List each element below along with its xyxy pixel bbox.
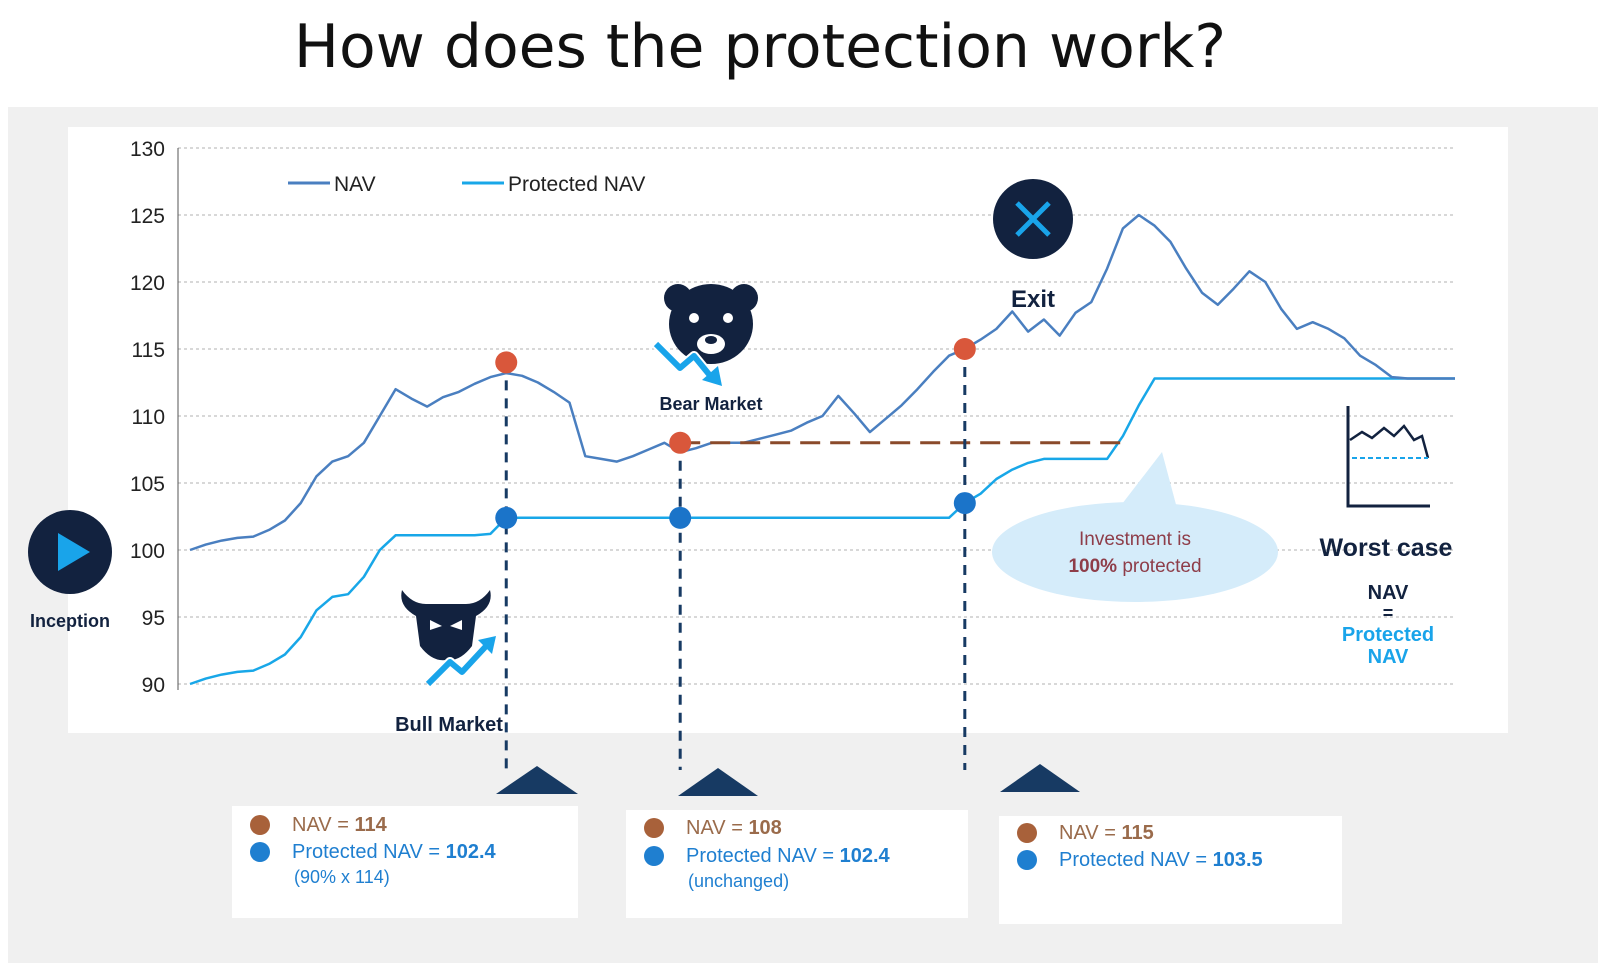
blue-dot-icon bbox=[1017, 850, 1037, 870]
info-box-2-note: (unchanged) bbox=[688, 871, 790, 891]
brown-dot-icon bbox=[1017, 823, 1037, 843]
legend: NAV Protected NAV bbox=[288, 173, 645, 196]
exit-label: Exit bbox=[1011, 286, 1055, 313]
protection-callout: Investment is 100% protected bbox=[992, 452, 1278, 602]
info-box-2-protected: Protected NAV = 102.4 bbox=[644, 845, 890, 868]
pointer-triangle-2 bbox=[678, 768, 758, 796]
info-box-3-protected: Protected NAV = 103.5 bbox=[1017, 849, 1263, 872]
y-tick-label: 130 bbox=[130, 138, 165, 161]
highlight-markers bbox=[495, 338, 976, 529]
info-box-2-nav: NAV = 108 bbox=[644, 817, 782, 840]
worst-case-chart-icon bbox=[1346, 406, 1430, 508]
y-tick-label: 90 bbox=[142, 674, 165, 697]
bull-icon bbox=[401, 590, 496, 688]
protected-label: Protected NAV = bbox=[292, 841, 446, 863]
info-box-1-nav: NAV = 114 bbox=[250, 814, 387, 837]
pointer-triangle-1 bbox=[496, 766, 578, 794]
protected-label: Protected NAV = bbox=[1059, 849, 1213, 871]
drop-lines bbox=[504, 349, 967, 770]
nav-marker-2 bbox=[669, 431, 692, 454]
y-tick-label: 120 bbox=[130, 272, 165, 295]
y-tick-label: 115 bbox=[132, 339, 165, 362]
nav-label: NAV = bbox=[292, 814, 355, 836]
callout-rest: protected bbox=[1117, 556, 1202, 577]
bull-market-label: Bull Market bbox=[395, 714, 503, 736]
protected-nav-line bbox=[189, 377, 1455, 686]
bear-market-label: Bear Market bbox=[659, 394, 762, 414]
info-box-1: NAV = 114 Protected NAV = 102.4 (90% x 1… bbox=[232, 806, 578, 918]
protected-value: 102.4 bbox=[839, 845, 890, 867]
worst-case-label: Worst case bbox=[1320, 534, 1453, 562]
callout-line2: 100% protected bbox=[1068, 556, 1201, 577]
protected-nav-marker-1 bbox=[495, 506, 518, 529]
brown-dot-icon bbox=[250, 815, 270, 835]
pointer-triangle-3 bbox=[1000, 764, 1080, 792]
worst-protected-nav-label: NAV bbox=[1368, 646, 1409, 668]
y-tick-label: 125 bbox=[130, 205, 165, 228]
inception-label: Inception bbox=[30, 611, 110, 631]
info-box-1-note: (90% x 114) bbox=[294, 867, 390, 887]
nav-line bbox=[189, 213, 1455, 552]
blue-dot-icon bbox=[250, 842, 270, 862]
nav-value: 114 bbox=[354, 814, 387, 836]
protected-value: 102.4 bbox=[445, 841, 496, 863]
y-tick-label: 105 bbox=[130, 473, 165, 496]
protected-nav-marker-2 bbox=[669, 506, 692, 529]
callout-bold: 100% bbox=[1068, 556, 1117, 577]
nav-marker-3 bbox=[953, 338, 976, 360]
y-tick-labels: 90 95 100 105 110 115 120 125 130 bbox=[130, 138, 165, 697]
worst-eq-label: = bbox=[1383, 603, 1394, 623]
protected-nav-marker-3 bbox=[953, 492, 976, 515]
info-box-3: NAV = 115 Protected NAV = 103.5 bbox=[999, 816, 1342, 924]
worst-nav-label: NAV bbox=[1368, 582, 1409, 604]
play-icon bbox=[28, 510, 112, 594]
nav-marker-1 bbox=[495, 351, 518, 374]
callout-line1: Investment is bbox=[1079, 529, 1191, 550]
protected-value: 103.5 bbox=[1212, 849, 1263, 871]
y-tick-label: 95 bbox=[142, 607, 165, 630]
protected-label: Protected NAV = bbox=[686, 845, 840, 867]
nav-value: 108 bbox=[748, 817, 782, 839]
nav-value: 115 bbox=[1121, 822, 1154, 844]
y-tick-label: 110 bbox=[132, 406, 165, 429]
page-title: How does the protection work? bbox=[293, 12, 1227, 82]
info-box-3-nav: NAV = 115 bbox=[1017, 822, 1154, 845]
grid-lines bbox=[178, 147, 1455, 685]
nav-label: NAV = bbox=[1059, 822, 1122, 844]
series-lines bbox=[189, 213, 1455, 686]
nav-label: NAV = bbox=[686, 817, 749, 839]
info-box-2: NAV = 108 Protected NAV = 102.4 (unchang… bbox=[626, 810, 968, 918]
legend-nav-label: NAV bbox=[334, 173, 376, 196]
worst-protected-label: Protected bbox=[1342, 624, 1434, 646]
close-icon bbox=[993, 179, 1073, 259]
brown-dot-icon bbox=[644, 818, 664, 838]
legend-protected-label: Protected NAV bbox=[508, 173, 645, 196]
plot-background bbox=[68, 127, 1508, 733]
blue-dot-icon bbox=[644, 846, 664, 866]
y-tick-label: 100 bbox=[130, 540, 165, 563]
info-box-1-protected: Protected NAV = 102.4 bbox=[250, 841, 496, 864]
bear-icon bbox=[652, 284, 758, 386]
